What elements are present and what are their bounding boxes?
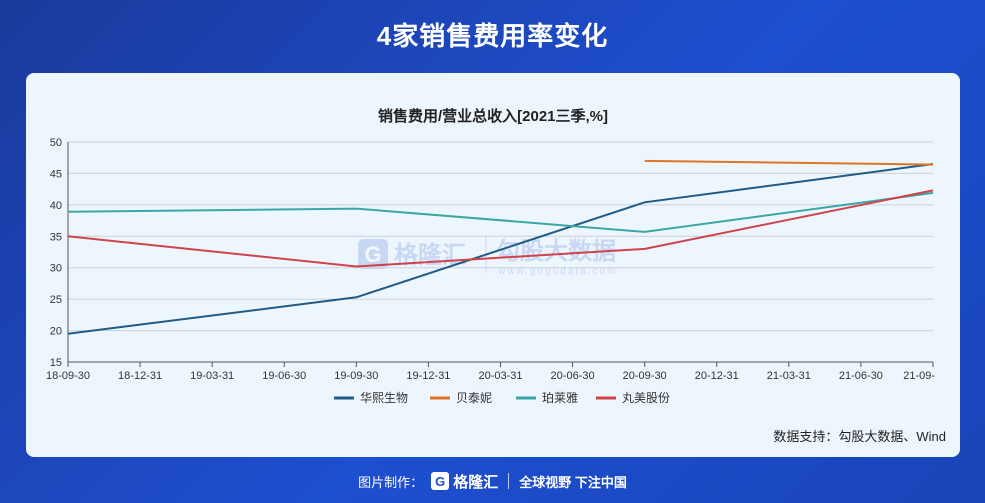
footer: 图片制作： G 格隆汇 全球视野 下注中国 (0, 468, 985, 494)
footer-divider (508, 473, 510, 489)
x-tick-label: 19-06-30 (262, 370, 306, 382)
brand-logo-icon: G (431, 472, 450, 490)
y-tick-label: 25 (50, 294, 62, 306)
y-tick-label: 15 (50, 357, 62, 369)
legend: 华熙生物 贝泰妮 珀莱雅 丸美股份 (334, 390, 670, 405)
data-source: 数据支持：勾股大数据、Wind (773, 429, 946, 444)
x-tick-label: 20-12-31 (695, 370, 739, 382)
x-tick-label: 18-09-30 (46, 370, 90, 382)
footer-slogan: 全球视野 下注中国 (519, 474, 627, 490)
legend-label: 丸美股份 (622, 391, 670, 405)
y-tick-label: 50 (50, 137, 62, 149)
y-axis: 15 20 25 30 35 40 45 50 (50, 137, 62, 369)
legend-label: 华熙生物 (360, 391, 408, 405)
y-tick-label: 35 (50, 231, 62, 243)
watermark-logo-letter: G (364, 242, 381, 267)
watermark-logo-icon (358, 239, 388, 269)
x-tick-label: 19-09-30 (334, 370, 378, 382)
watermark: G 格隆汇 勾股大数据 www.gogudata.com (358, 235, 617, 277)
x-tick-label: 19-03-31 (190, 370, 234, 382)
x-tick-label: 19-12-31 (406, 370, 450, 382)
legend-label: 珀莱雅 (542, 390, 578, 405)
footer-brand: 格隆汇 (453, 473, 499, 491)
y-tick-label: 40 (50, 200, 62, 212)
made-by-label: 图片制作： (358, 474, 424, 490)
x-tick-label: 21-09- (903, 370, 935, 382)
watermark-url: www.gogudata.com (497, 266, 617, 277)
y-tick-label: 30 (50, 263, 62, 275)
series-line (67, 163, 934, 335)
x-tick-label: 20-06-30 (551, 370, 595, 382)
series-lines (67, 159, 934, 335)
legend-label: 贝泰妮 (456, 391, 492, 405)
line-chart: 销售费用/营业总收入[2021三季,%] G 格隆汇 勾股大数据 www.gog… (46, 107, 935, 405)
y-tick-label: 20 (50, 326, 62, 338)
series-line (67, 189, 934, 268)
series-line (67, 191, 934, 233)
chart-card: 销售费用/营业总收入[2021三季,%] G 格隆汇 勾股大数据 www.gog… (26, 73, 960, 457)
series-line (644, 159, 934, 166)
page-title: 4家销售费用率变化 (376, 21, 609, 51)
y-tick-label: 45 (50, 168, 62, 180)
x-tick-label: 20-03-31 (478, 370, 522, 382)
x-tick-label: 21-06-30 (839, 370, 883, 382)
x-tick-label: 18-12-31 (118, 370, 162, 382)
x-tick-label: 21-03-31 (767, 370, 811, 382)
chart-title: 销售费用/营业总收入[2021三季,%] (378, 107, 608, 125)
x-axis: 18-09-30 18-12-31 19-03-31 19-06-30 19-09-30… (46, 362, 935, 382)
x-tick-label: 20-09-30 (623, 370, 667, 382)
